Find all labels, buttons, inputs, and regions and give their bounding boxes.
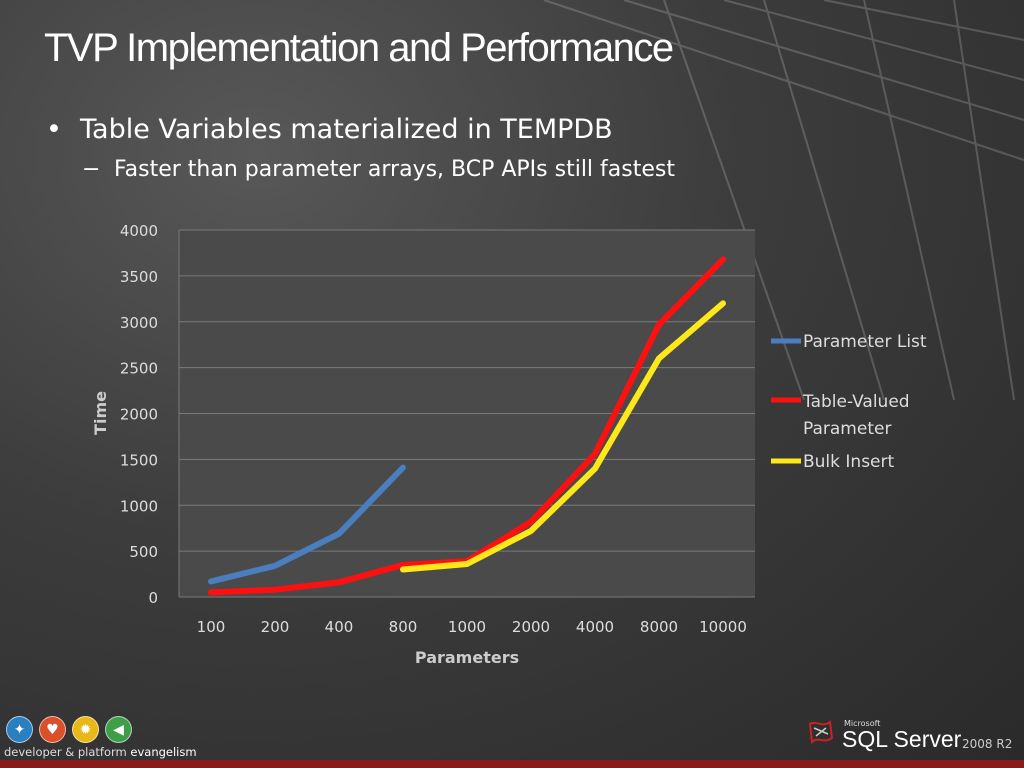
x-tick-label: 2000 — [512, 618, 550, 636]
sql-server-flag-icon — [808, 720, 834, 745]
bullet-text: Table Variables materialized in TEMPDB — [80, 114, 613, 145]
bullet-dot-icon: • — [46, 114, 62, 145]
bullet-item: • Table Variables materialized in TEMPDB — [46, 114, 613, 145]
legend-label-parameter-list: Parameter List — [803, 332, 927, 352]
legend-label-bulk-insert: Bulk Insert — [803, 452, 895, 472]
series-lines — [208, 256, 726, 596]
y-tick-label: 1500 — [120, 451, 158, 469]
y-axis-ticks: 0 500 1000 1500 2000 2500 3000 3500 4000 — [120, 222, 158, 607]
x-tick-label: 8000 — [640, 618, 678, 636]
y-tick-label: 1000 — [120, 497, 158, 515]
evangelism-text: developer & platform evangelism — [4, 745, 197, 759]
product-version: 2008 R2 — [962, 737, 1013, 751]
x-tick-label: 100 — [197, 618, 226, 636]
grid-lines — [178, 229, 755, 598]
logo-icon-row: ✦ ♥ ✹ ◀ — [6, 716, 197, 743]
heart-icon: ♥ — [39, 716, 66, 743]
x-axis-label: Parameters — [415, 648, 519, 667]
footer-accent-bar — [0, 760, 1024, 768]
x-tick-label: 200 — [261, 618, 290, 636]
x-tick-label: 800 — [389, 618, 418, 636]
megaphone-icon: ◀ — [105, 716, 132, 743]
lightbulb-icon: ✹ — [72, 716, 99, 743]
dash-icon: − — [82, 157, 101, 182]
sub-bullet-text: Faster than parameter arrays, BCP APIs s… — [114, 157, 675, 182]
legend-label-table-valued-parameter: Table-Valued Parameter — [802, 392, 910, 439]
x-tick-label: 1000 — [448, 618, 486, 636]
y-tick-label: 4000 — [120, 222, 158, 240]
slide-title: TVP Implementation and Performance — [44, 26, 674, 70]
microsoft-text: Microsoft — [844, 719, 881, 728]
developer-platform-evangelism-logo: ✦ ♥ ✹ ◀ developer & platform evangelism — [4, 716, 197, 759]
x-axis-ticks: 100 200 400 800 1000 2000 4000 8000 10000 — [197, 618, 747, 636]
y-axis-label: Time — [91, 391, 110, 435]
x-tick-label: 400 — [325, 618, 354, 636]
legend: Parameter List Table-Valued Parameter Bul… — [771, 332, 927, 472]
y-tick-label: 2000 — [120, 406, 158, 424]
sub-bullet-item: − Faster than parameter arrays, BCP APIs … — [82, 157, 675, 182]
series-line-bulk-insert — [400, 300, 726, 573]
x-tick-label: 4000 — [576, 618, 614, 636]
series-line-parameter-list — [208, 464, 406, 585]
y-tick-label: 3000 — [120, 314, 158, 332]
performance-line-chart: 0 500 1000 1500 2000 2500 3000 3500 4000 100 200 4… — [91, 222, 927, 667]
y-tick-label: 0 — [148, 589, 158, 607]
x-tick-label: 10000 — [699, 618, 747, 636]
rocket-icon: ✦ — [6, 716, 33, 743]
y-tick-label: 500 — [129, 543, 158, 561]
background-grid-decoration — [543, 0, 1024, 400]
product-name: SQL Server — [842, 726, 962, 752]
y-tick-label: 2500 — [120, 360, 158, 378]
y-tick-label: 3500 — [120, 268, 158, 286]
